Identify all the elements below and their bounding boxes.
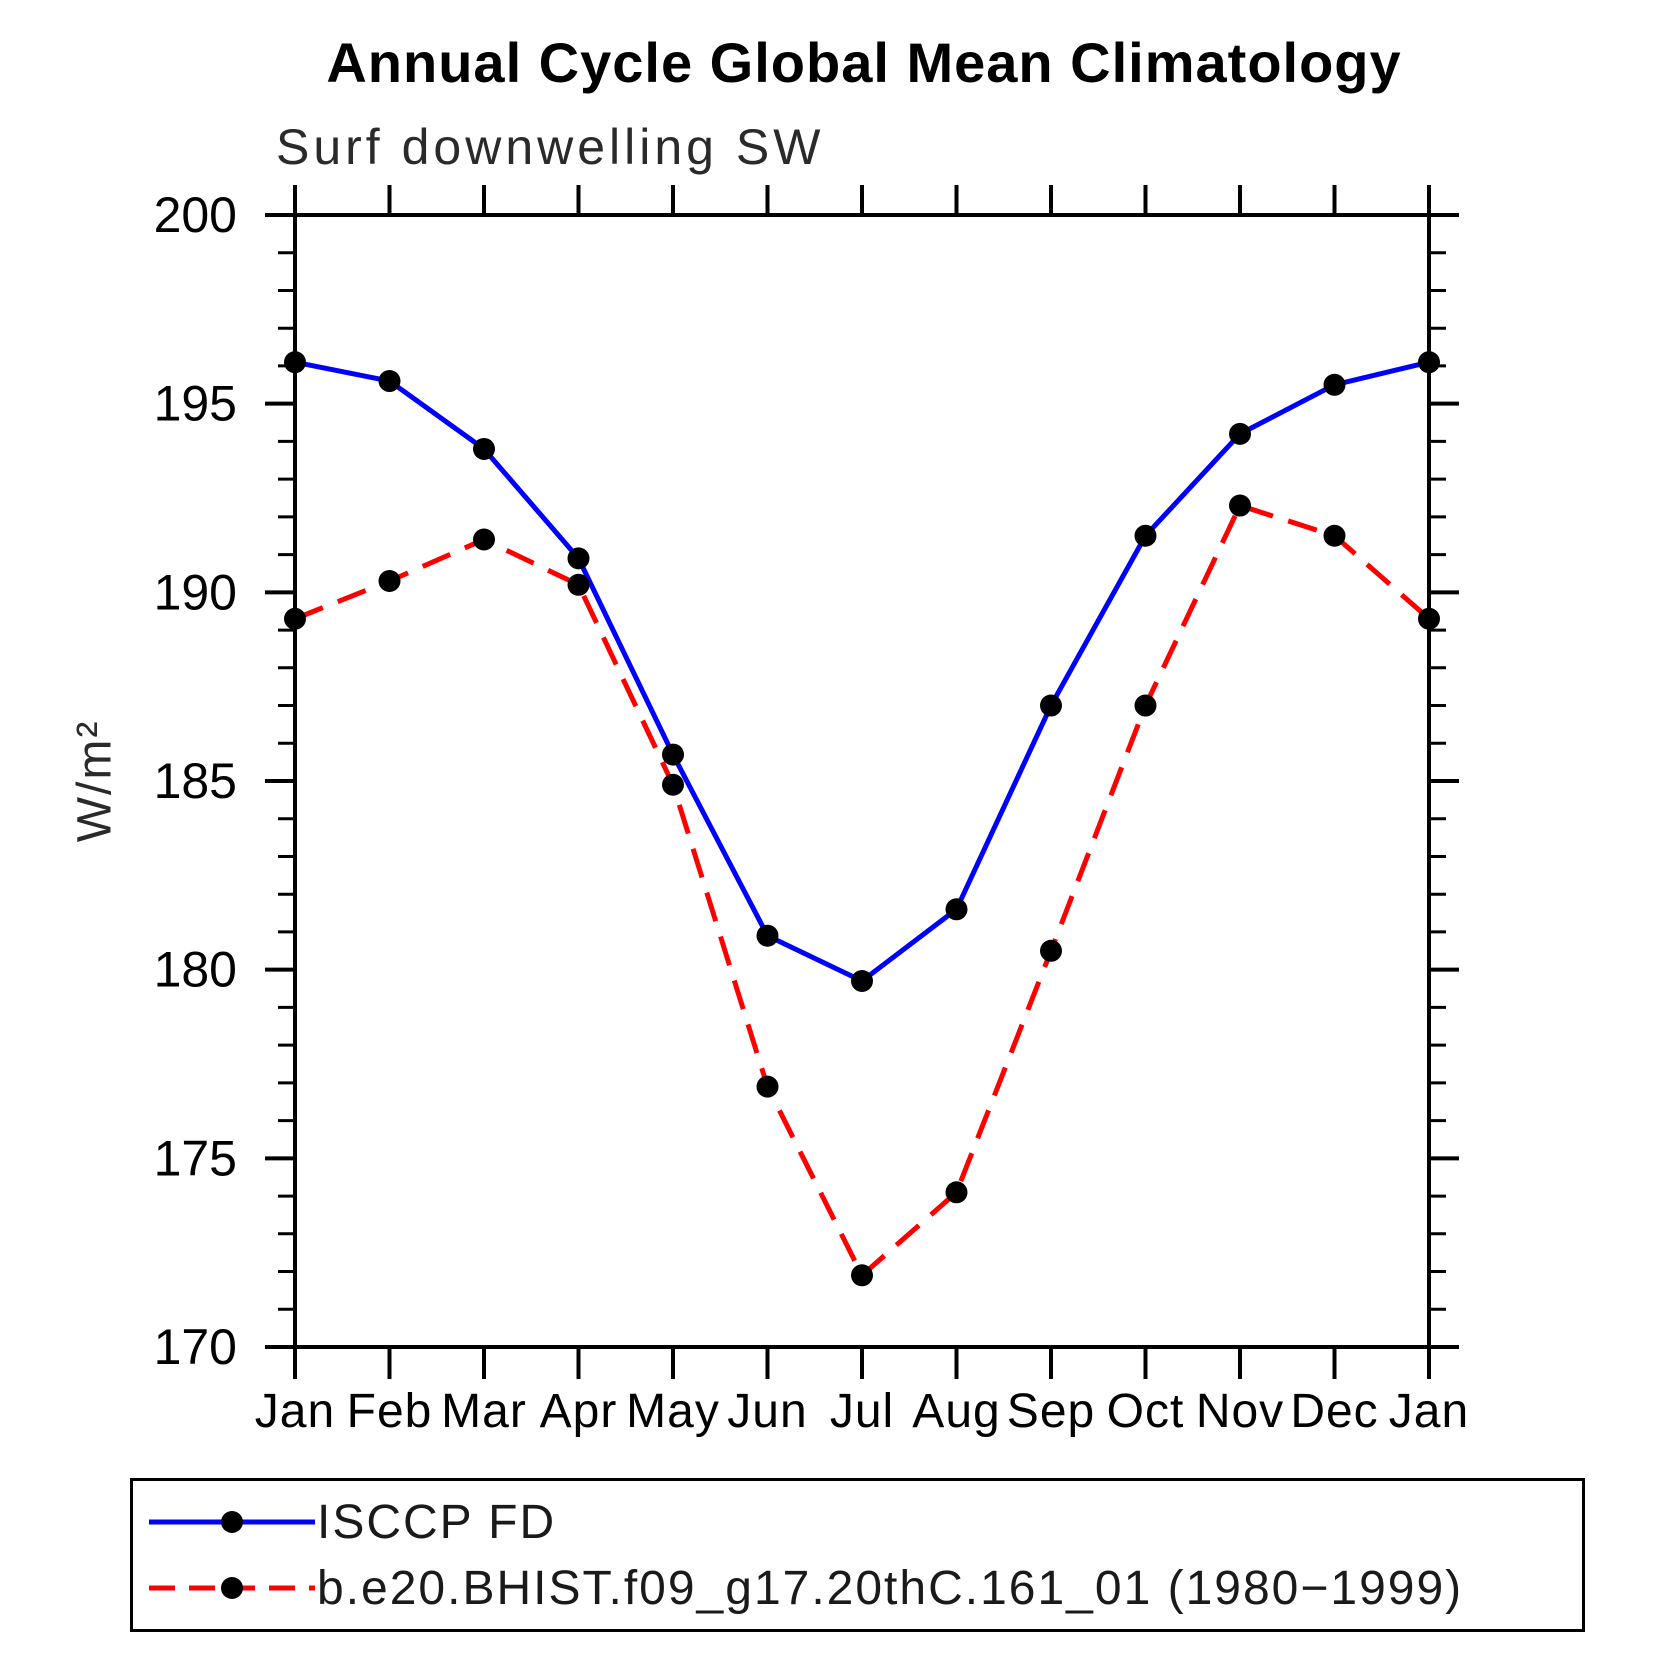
legend-swatch <box>149 1577 315 1599</box>
data-point-s0-4 <box>662 743 684 766</box>
data-point-s1-9 <box>1134 694 1157 717</box>
data-point-s0-10 <box>1229 422 1251 445</box>
month-label: Jan <box>1389 1385 1469 1438</box>
series-line-0 <box>294 359 1430 984</box>
month-label: Aug <box>912 1385 1000 1438</box>
data-point-s0-11 <box>1323 373 1346 396</box>
month-label: Apr <box>540 1385 618 1438</box>
data-point-s1-0 <box>284 607 306 630</box>
data-point-s0-5 <box>756 924 779 947</box>
data-point-s0-6 <box>851 969 873 992</box>
data-point-s1-10 <box>1229 494 1251 517</box>
month-label: Mar <box>441 1385 527 1438</box>
month-label: Jul <box>830 1385 894 1438</box>
data-point-s1-7 <box>945 1181 968 1204</box>
legend-marker-dot <box>221 1511 243 1533</box>
legend-row: ISCCP FD <box>147 1493 1582 1551</box>
month-label: Feb <box>347 1385 433 1438</box>
data-point-s0-0 <box>284 351 306 374</box>
y-tick-label: 170 <box>154 1319 237 1375</box>
legend-swatch <box>149 1511 315 1533</box>
data-point-s0-9 <box>1134 524 1157 547</box>
month-label: Dec <box>1290 1385 1378 1438</box>
data-point-s0-12 <box>1418 351 1440 374</box>
y-tick-label: 195 <box>154 376 237 432</box>
data-point-s1-8 <box>1040 939 1062 962</box>
data-point-s1-1 <box>378 570 401 593</box>
legend-label: b.e20.BHIST.f09_g17.20thC.161_01 (1980−1… <box>317 1561 1464 1615</box>
data-point-s0-8 <box>1040 694 1062 717</box>
plot-frame <box>293 213 1431 1349</box>
y-tick-label: 190 <box>154 564 237 620</box>
y-tick-label: 180 <box>154 942 237 998</box>
data-point-s0-2 <box>473 437 495 460</box>
data-point-s0-7 <box>945 898 968 921</box>
chart-title: Annual Cycle Global Mean Climatology <box>326 31 1402 94</box>
month-label: Jun <box>727 1385 807 1438</box>
data-point-s1-12 <box>1418 607 1440 630</box>
month-label: Jan <box>255 1385 335 1438</box>
legend-label: ISCCP FD <box>317 1495 557 1549</box>
month-label: Nov <box>1196 1385 1284 1438</box>
series-line-1 <box>294 503 1431 1278</box>
y-tick-label: 200 <box>154 187 237 243</box>
y-tick-label: 175 <box>154 1130 237 1186</box>
legend-marker-dot <box>221 1577 243 1599</box>
data-point-s0-1 <box>378 370 401 393</box>
data-point-s1-2 <box>473 528 495 551</box>
data-point-s1-11 <box>1323 524 1346 547</box>
y-tick-label: 185 <box>154 753 237 809</box>
month-label: May <box>626 1385 720 1438</box>
month-label: Sep <box>1007 1385 1095 1438</box>
month-label: Oct <box>1107 1385 1185 1438</box>
data-point-s1-4 <box>662 773 684 796</box>
legend-box: ISCCP FD b.e20.BHIST.f09_g17.20thC.161_01… <box>130 1478 1585 1632</box>
legend-row: b.e20.BHIST.f09_g17.20thC.161_01 (1980−1… <box>147 1559 1582 1617</box>
chart-subtitle: Surf downwelling SW <box>276 119 825 175</box>
data-point-s1-6 <box>851 1264 873 1287</box>
data-point-s0-3 <box>567 547 590 570</box>
data-point-s1-3 <box>567 573 590 596</box>
data-point-s1-5 <box>756 1075 779 1098</box>
